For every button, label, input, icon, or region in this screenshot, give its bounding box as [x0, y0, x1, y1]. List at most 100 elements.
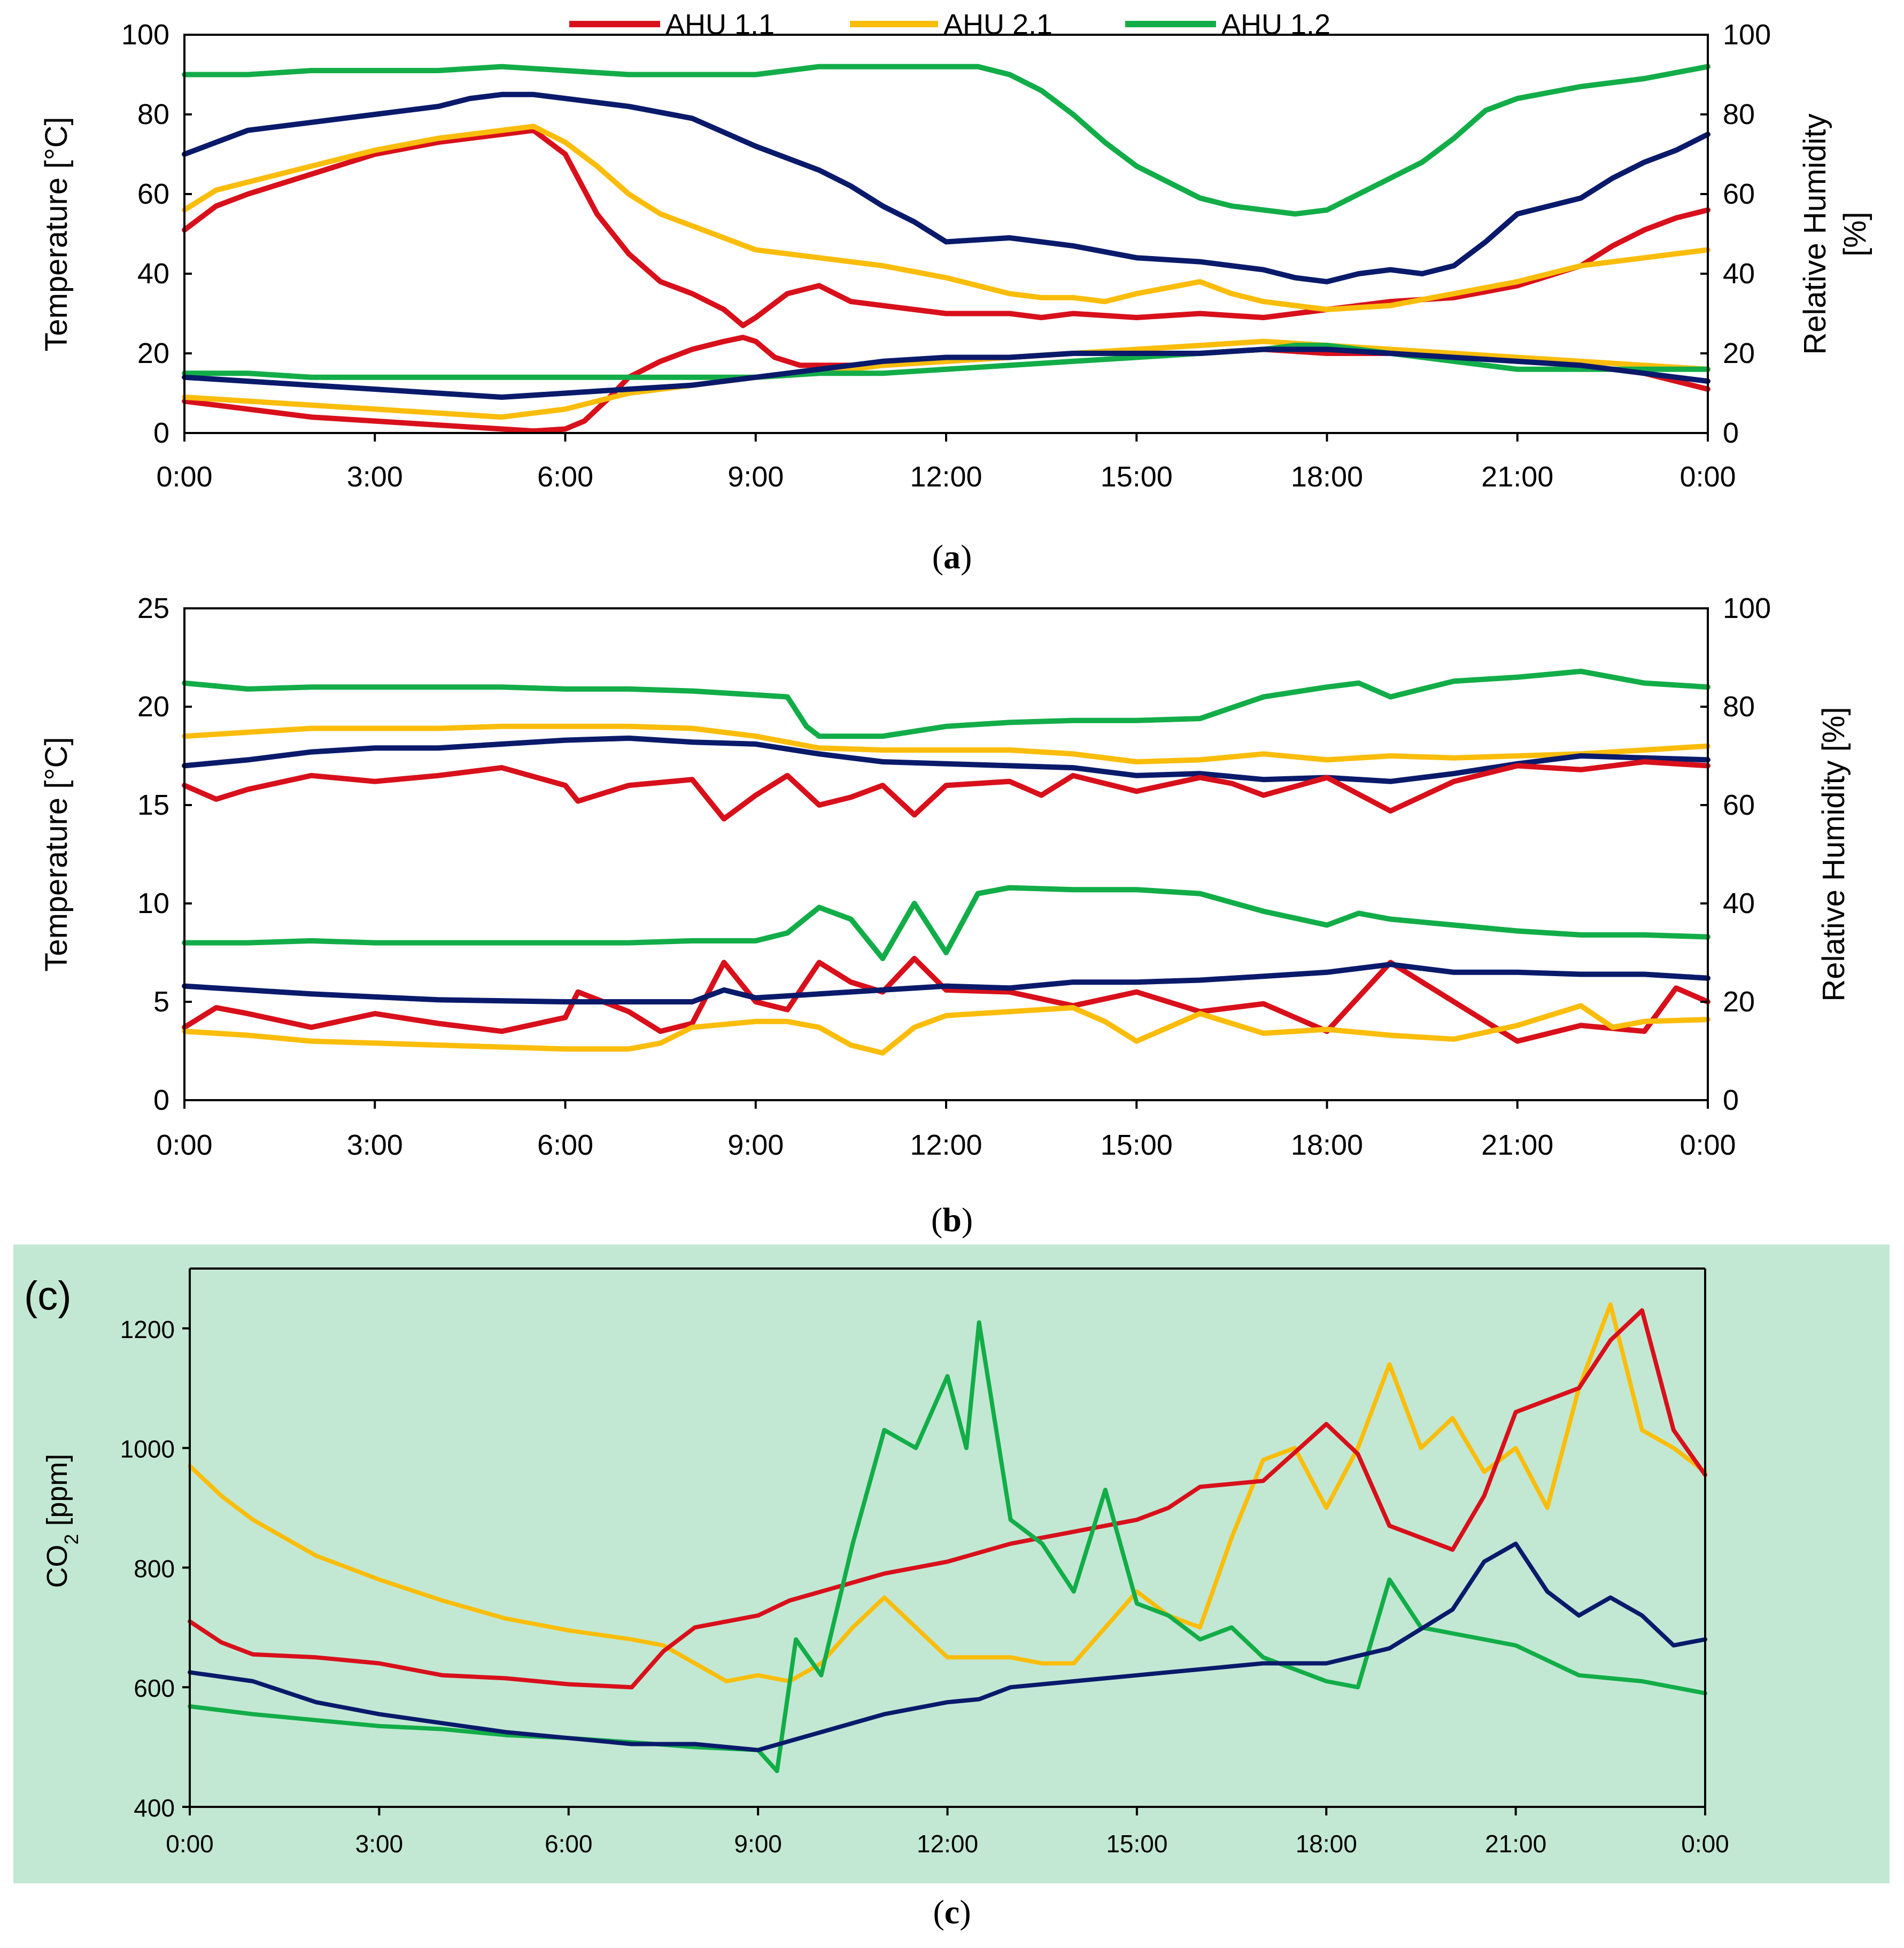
- panel-a-y2-axis-title-line1: Relative Humidity: [1798, 113, 1832, 354]
- panel-c-x-tick-label: 0:00: [1681, 1830, 1729, 1858]
- panel-b-series-ahu-1-2-0: [182, 668, 1710, 739]
- panel-c-series-unlabeled-3: [188, 1541, 1707, 1752]
- panel-b-y2-tick-label: 60: [1723, 789, 1755, 821]
- panel-b-y2-tick-label: 40: [1723, 887, 1755, 919]
- panel-b-x-tick-label: 9:00: [727, 1129, 784, 1161]
- panel-b-series-ahu-2-1-7: [182, 1003, 1710, 1056]
- panel-a-x-tick-label: 15:00: [1101, 461, 1173, 493]
- panel-c-background: [13, 1244, 1890, 1883]
- panel-a-y-tick-label: 40: [137, 258, 169, 290]
- panel-c-y-tick-label: 800: [134, 1555, 175, 1582]
- panel-a-y-axis-title: Temperature [°C]: [39, 117, 74, 351]
- panel-b-x-tick-label: 15:00: [1101, 1129, 1173, 1161]
- panel-a-y-tick-label: 80: [137, 98, 169, 130]
- panel-c-caption: (c): [933, 1893, 971, 1931]
- panel-b-x-tick-label: 0:00: [156, 1129, 212, 1161]
- panel-a-x-axis: 0:00 3:00 6:00 9:00 12:00 15:00 18:00 21:00 0:00: [156, 433, 1736, 493]
- panel-c-series-ahu-2-1-0: [188, 1302, 1707, 1683]
- panel-b-series-unlabeled-6: [182, 962, 1710, 1004]
- panel-b-y-tick-label: 5: [153, 986, 169, 1018]
- panel-b-y2-tick-label: 0: [1723, 1084, 1739, 1116]
- panel-a-y-tick-label: 100: [121, 19, 169, 51]
- panel-c-series: [188, 1302, 1707, 1773]
- panel-a-y2-tick-label: 40: [1723, 258, 1755, 290]
- panel-b-x-tick-label: 6:00: [537, 1129, 593, 1161]
- panel-c-x-tick-label: 12:00: [917, 1830, 978, 1858]
- panel-a-series-ahu-1-2-6: [182, 343, 1710, 380]
- panel-c-x-tick-label: 6:00: [545, 1830, 593, 1858]
- panel-b-series-ahu-2-1-1: [182, 723, 1710, 764]
- panel-c-y-tick-label: 400: [134, 1794, 175, 1822]
- panel-c-co2-chart: (c) 400 600 800 1000 1200 0:00 3:00 6:00 9:00 12…: [13, 1244, 1890, 1931]
- panel-a-x-tick-label: 9:00: [727, 461, 784, 493]
- panel-a-x-tick-label: 0:00: [1679, 461, 1736, 493]
- panel-b-series: [182, 668, 1710, 1056]
- panel-b-series-ahu-1-1-5: [182, 956, 1710, 1044]
- panel-b-x-axis: 0:00 3:00 6:00 9:00 12:00 15:00 18:00 21:00 0:00: [156, 1100, 1736, 1161]
- panel-c-x-axis: 0:00 3:00 6:00 9:00 12:00 15:00 18:00 21:00 0:00: [166, 1807, 1729, 1858]
- panel-b-y2-tick-label: 80: [1723, 691, 1755, 723]
- panel-b-series-ahu-1-2-4: [182, 885, 1710, 961]
- panel-b-x-tick-label: 18:00: [1291, 1129, 1363, 1161]
- panel-a-x-tick-label: 3:00: [347, 461, 403, 493]
- panel-b-y-axis-left: 0 5 10 15 20 25: [137, 592, 192, 1116]
- panel-b-y2-axis-title: Relative Humidity [%]: [1816, 707, 1851, 1001]
- panel-a-y-tick-label: 20: [137, 337, 169, 369]
- panel-a-x-tick-label: 6:00: [537, 461, 593, 493]
- panel-b-x-tick-label: 21:00: [1481, 1129, 1553, 1161]
- panel-a-y2-tick-label: 0: [1723, 417, 1739, 449]
- panel-a-x-tick-label: 18:00: [1291, 461, 1363, 493]
- panel-c-y-axis-title: CO2 [ppm]: [41, 1454, 82, 1588]
- panel-c-x-tick-label: 15:00: [1106, 1830, 1167, 1858]
- panel-b-y-tick-label: 0: [153, 1084, 169, 1116]
- panel-a-y2-axis-title-line2: [%]: [1838, 212, 1872, 257]
- panel-a-series-ahu-2-1-1: [182, 123, 1710, 312]
- panel-c-y-axis: 400 600 800 1000 1200: [120, 1316, 190, 1822]
- panel-a-y-axis-left: 0 20 40 60 80 100: [121, 19, 192, 449]
- panel-c-x-tick-label: 18:00: [1296, 1830, 1357, 1858]
- panel-c-x-tick-label: 3:00: [355, 1830, 404, 1858]
- panel-c-y-tick-label: 1200: [120, 1316, 175, 1343]
- panel-a-y2-tick-label: 60: [1723, 178, 1755, 210]
- panel-b-x-tick-label: 0:00: [1679, 1129, 1736, 1161]
- panel-a-x-tick-label: 21:00: [1481, 461, 1553, 493]
- panel-b-temperature-humidity-chart: 0 5 10 15 20 25 0 20 40 60 80 100 0:00 3:00 6:00 9:00…: [39, 592, 1851, 1239]
- panel-a-series: [182, 64, 1710, 434]
- panel-a-plot-frame: [183, 34, 1709, 434]
- panel-b-x-tick-label: 3:00: [347, 1129, 403, 1161]
- panel-a-y2-tick-label: 20: [1723, 337, 1755, 369]
- panel-a-caption: (a): [932, 538, 972, 576]
- panel-b-y-tick-label: 20: [137, 691, 169, 723]
- panel-a-y2-tick-label: 100: [1723, 19, 1771, 51]
- panel-c-x-tick-label: 21:00: [1485, 1830, 1546, 1858]
- panel-a-y2-tick-label: 80: [1723, 98, 1755, 130]
- panel-b-y-tick-label: 10: [137, 887, 169, 919]
- panel-a-series-ahu-1-1-4: [182, 335, 1710, 434]
- panel-a-x-tick-label: 12:00: [910, 461, 982, 493]
- panel-b-y-tick-label: 25: [137, 592, 169, 624]
- panel-a-series-unlabeled-3: [182, 91, 1710, 284]
- panel-c-x-tick-label: 9:00: [734, 1830, 782, 1858]
- panel-b-y-axis-right: 0 20 40 60 80 100: [1700, 592, 1771, 1116]
- panel-b-series-unlabeled-2: [182, 735, 1710, 784]
- panel-c-y-tick-label: 600: [134, 1674, 175, 1702]
- panel-b-y2-tick-label: 100: [1723, 592, 1771, 624]
- panel-c-inset-label: (c): [24, 1273, 72, 1319]
- panel-a-y-axis-right: 0 20 40 60 80 100: [1700, 19, 1771, 449]
- panel-a-series-unlabeled-7: [182, 346, 1710, 400]
- panel-a-y-tick-label: 0: [153, 417, 169, 449]
- panel-b-caption: (b): [931, 1201, 973, 1239]
- panel-b-y-tick-label: 15: [137, 789, 169, 821]
- panel-b-x-tick-label: 12:00: [910, 1129, 982, 1161]
- panel-b-y2-tick-label: 20: [1723, 986, 1755, 1018]
- panel-b-y-axis-title: Temperature [°C]: [39, 737, 74, 971]
- panel-a-x-tick-label: 0:00: [156, 461, 212, 493]
- panel-c-y-tick-label: 1000: [120, 1435, 175, 1463]
- panel-a-series-ahu-1-2-2: [182, 64, 1710, 217]
- panel-a-series-ahu-2-1-5: [182, 338, 1710, 420]
- panel-a-y-tick-label: 60: [137, 178, 169, 210]
- panel-a-series-ahu-1-1-0: [182, 127, 1710, 328]
- panel-c-series-ahu-1-1-1: [188, 1308, 1707, 1690]
